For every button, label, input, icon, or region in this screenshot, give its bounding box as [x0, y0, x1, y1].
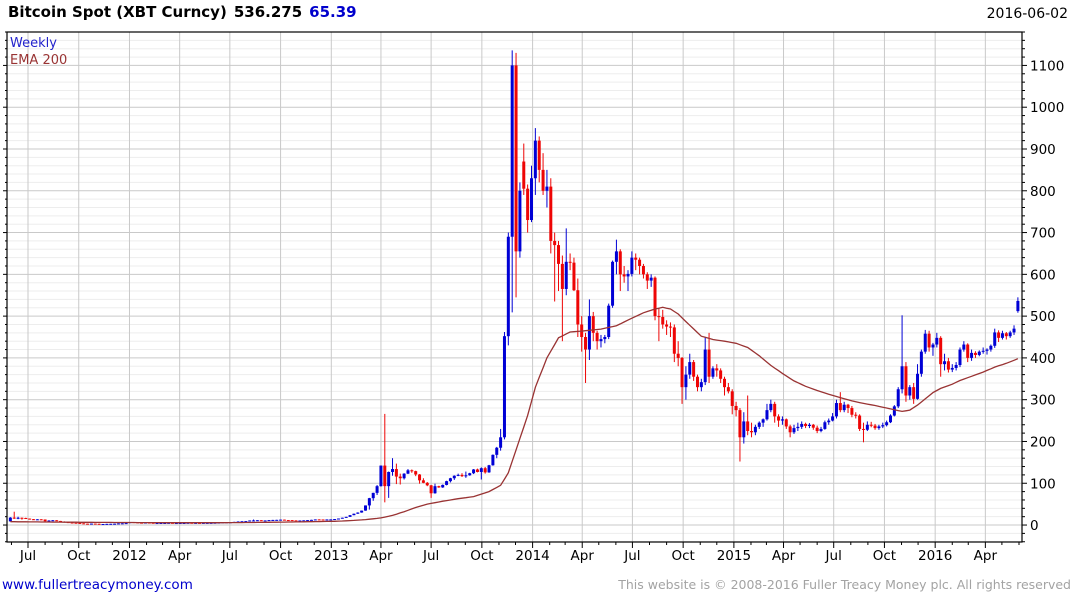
- svg-text:Oct: Oct: [873, 548, 896, 564]
- svg-text:Jul: Jul: [623, 548, 640, 564]
- last-price: 536.275: [233, 3, 303, 21]
- svg-text:Oct: Oct: [470, 548, 493, 564]
- chart-title: Bitcoin Spot (XBT Curncy): [8, 3, 227, 21]
- svg-text:Apr: Apr: [168, 548, 192, 564]
- svg-text:Oct: Oct: [671, 548, 694, 564]
- svg-text:200: 200: [1030, 434, 1056, 450]
- svg-text:2012: 2012: [112, 548, 146, 564]
- svg-text:Apr: Apr: [772, 548, 796, 564]
- svg-text:900: 900: [1030, 142, 1056, 158]
- svg-text:Jul: Jul: [19, 548, 36, 564]
- svg-text:2014: 2014: [515, 548, 549, 564]
- svg-text:Jul: Jul: [221, 548, 238, 564]
- svg-text:Oct: Oct: [269, 548, 292, 564]
- svg-text:800: 800: [1030, 184, 1056, 200]
- svg-text:500: 500: [1030, 309, 1056, 325]
- legend-ema-label: EMA 200: [10, 53, 68, 68]
- svg-text:0: 0: [1030, 518, 1039, 534]
- svg-text:Apr: Apr: [974, 548, 998, 564]
- svg-text:700: 700: [1030, 226, 1056, 242]
- website-link[interactable]: www.fullertreacymoney.com: [2, 577, 193, 593]
- copyright-text: This website is © 2008-2016 Fuller Treac…: [618, 577, 1071, 592]
- svg-text:600: 600: [1030, 267, 1056, 283]
- price-change: 65.39: [309, 3, 357, 21]
- svg-text:2016: 2016: [918, 548, 952, 564]
- svg-text:Apr: Apr: [369, 548, 393, 564]
- svg-text:400: 400: [1030, 351, 1056, 367]
- svg-text:1000: 1000: [1030, 100, 1064, 116]
- svg-text:100: 100: [1030, 476, 1056, 492]
- svg-text:Apr: Apr: [571, 548, 595, 564]
- legend-interval-label: Weekly: [10, 36, 57, 51]
- svg-text:300: 300: [1030, 393, 1056, 409]
- svg-text:2013: 2013: [314, 548, 348, 564]
- svg-text:2015: 2015: [717, 548, 751, 564]
- svg-text:1100: 1100: [1030, 58, 1064, 74]
- svg-text:Jul: Jul: [422, 548, 439, 564]
- svg-text:Jul: Jul: [825, 548, 842, 564]
- chart-date: 2016-06-02: [986, 6, 1068, 22]
- chart-legend: Weekly EMA 200: [10, 35, 67, 69]
- svg-text:Oct: Oct: [67, 548, 90, 564]
- chart-header: Bitcoin Spot (XBT Curncy) 536.275 65.39: [8, 3, 357, 21]
- candlestick-chart[interactable]: 0 100 200 300 400 500 600 700 800 900 1000 1100 Jul O…: [0, 0, 1075, 570]
